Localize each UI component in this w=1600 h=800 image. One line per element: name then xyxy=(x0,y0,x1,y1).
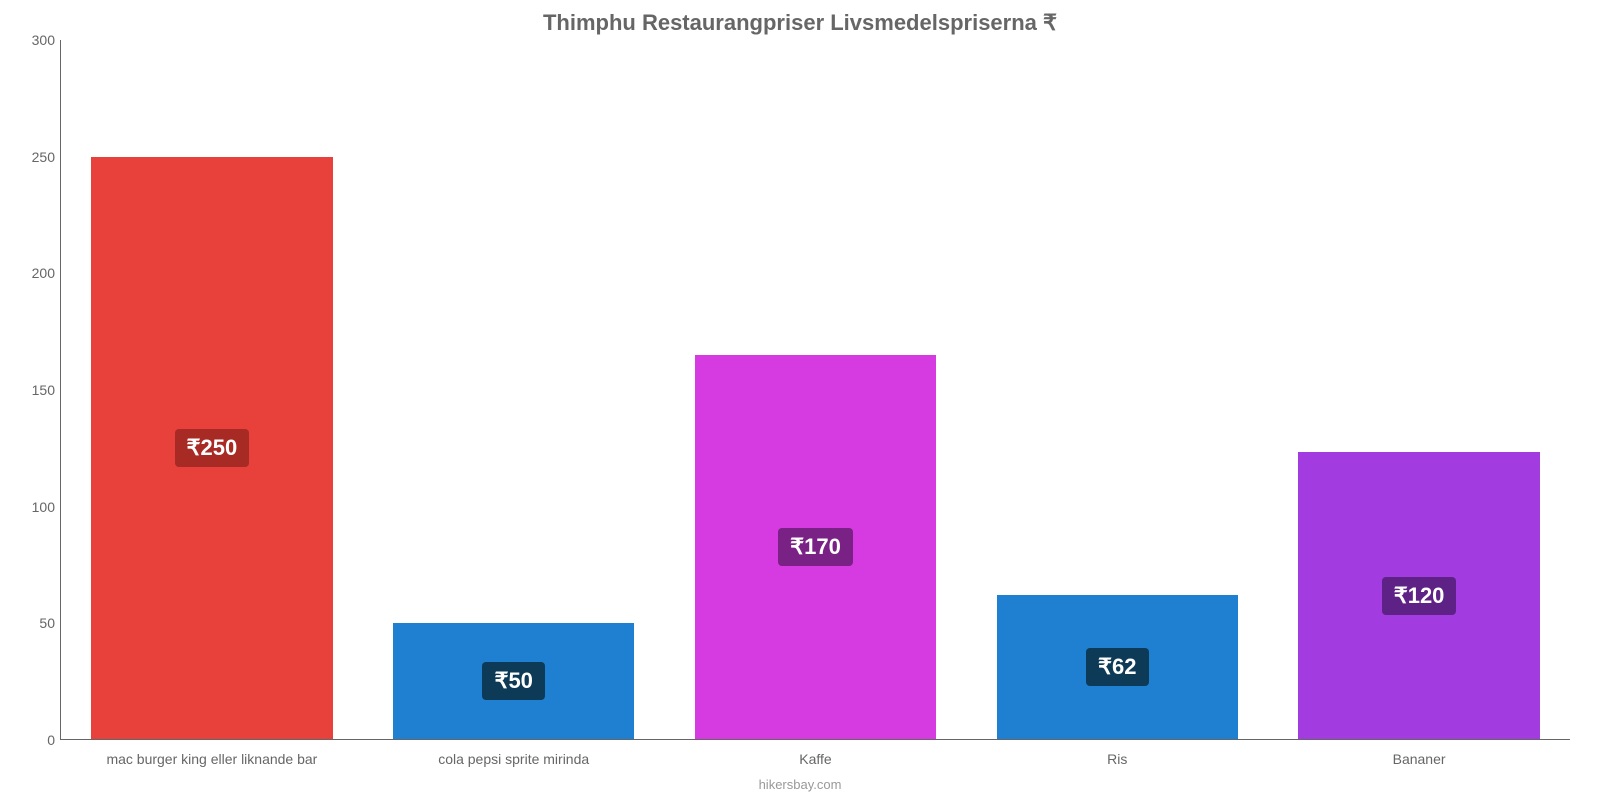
y-tick: 0 xyxy=(10,732,55,748)
bar-value-label: ₹170 xyxy=(778,528,853,566)
bar-value-label: ₹250 xyxy=(175,429,250,467)
chart-title: Thimphu Restaurangpriser Livsmedelsprise… xyxy=(0,0,1600,36)
y-tick: 200 xyxy=(10,265,55,281)
bar-slot: ₹62 xyxy=(966,40,1268,739)
x-label: mac burger king eller liknande bar xyxy=(61,751,363,767)
y-tick: 300 xyxy=(10,32,55,48)
bar-value-label: ₹62 xyxy=(1086,648,1148,686)
x-label: cola pepsi sprite mirinda xyxy=(363,751,665,767)
bar-slot: ₹50 xyxy=(363,40,665,739)
y-tick: 250 xyxy=(10,149,55,165)
y-axis: 300 250 200 150 100 50 0 xyxy=(10,40,55,740)
bar-slot: ₹120 xyxy=(1268,40,1570,739)
bar-mac-burger: ₹250 xyxy=(91,157,332,739)
y-tick: 100 xyxy=(10,499,55,515)
footer-attribution: hikersbay.com xyxy=(0,777,1600,792)
bar-value-label: ₹120 xyxy=(1382,577,1457,615)
bar-cola: ₹50 xyxy=(393,623,634,740)
bars-container: ₹250 ₹50 ₹170 ₹62 ₹120 xyxy=(61,40,1570,739)
chart-area: 300 250 200 150 100 50 0 ₹250 ₹50 ₹170 xyxy=(60,40,1570,740)
bar-value-label: ₹50 xyxy=(482,662,544,700)
y-tick: 50 xyxy=(10,615,55,631)
bar-slot: ₹250 xyxy=(61,40,363,739)
x-label: Bananer xyxy=(1268,751,1570,767)
y-tick: 150 xyxy=(10,382,55,398)
plot-region: ₹250 ₹50 ₹170 ₹62 ₹120 xyxy=(60,40,1570,740)
x-label: Ris xyxy=(966,751,1268,767)
bar-slot: ₹170 xyxy=(665,40,967,739)
x-label: Kaffe xyxy=(665,751,967,767)
bar-kaffe: ₹170 xyxy=(695,355,936,739)
x-axis-labels: mac burger king eller liknande bar cola … xyxy=(61,751,1570,767)
bar-bananer: ₹120 xyxy=(1298,452,1539,739)
bar-ris: ₹62 xyxy=(997,595,1238,739)
